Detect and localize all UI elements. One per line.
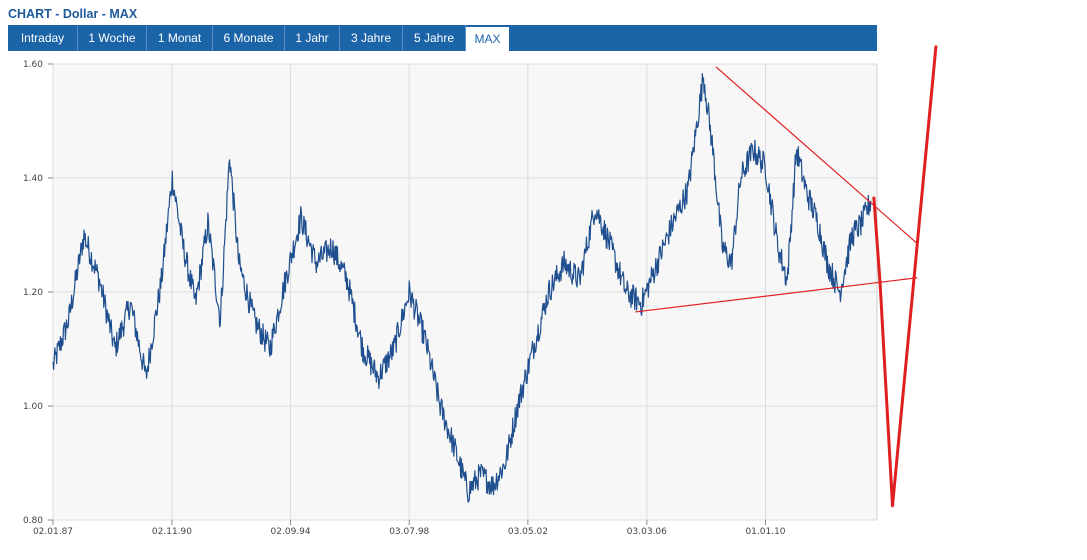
tab-3-jahre[interactable]: 3 Jahre [340,25,403,51]
tab-1-jahr[interactable]: 1 Jahr [285,25,340,51]
tab-1-monat[interactable]: 1 Monat [147,25,213,51]
tab-5-jahre[interactable]: 5 Jahre [403,25,466,51]
tab-intraday[interactable]: Intraday [8,25,78,51]
tab-max[interactable]: MAX [466,27,509,51]
page-title: CHART - Dollar - MAX [8,7,138,21]
freehand-forecast-annotation [872,45,938,508]
tab-6-monate[interactable]: 6 Monate [213,25,285,51]
period-tabbar: Intraday 1 Woche 1 Monat 6 Monate 1 Jahr… [8,25,877,51]
tab-1-woche[interactable]: 1 Woche [78,25,147,51]
chart-container [8,51,877,551]
